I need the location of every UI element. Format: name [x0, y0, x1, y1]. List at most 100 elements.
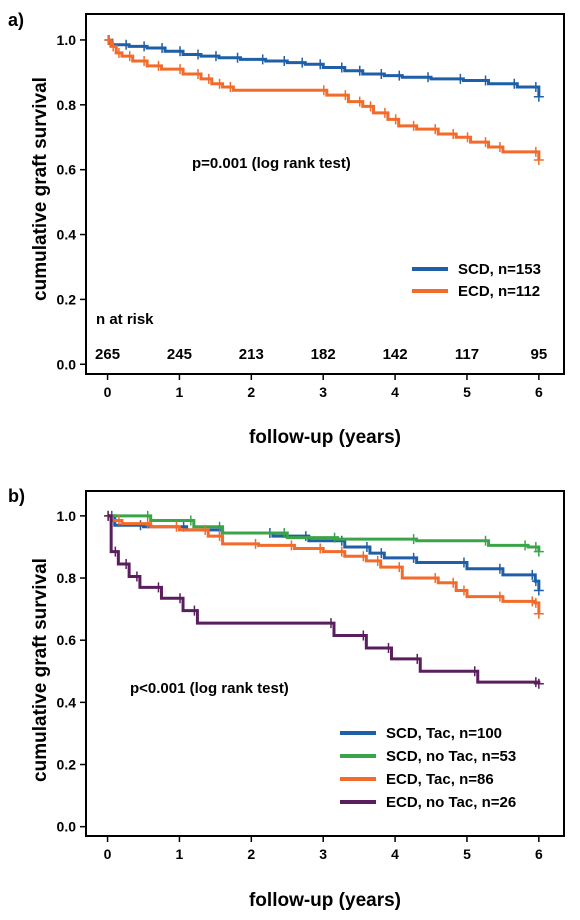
panel-b-censor-mark — [384, 642, 393, 653]
panel-a-censor-mark — [176, 46, 185, 57]
panel-a-x-tick-label: 0 — [104, 384, 112, 400]
panel-a-censor-mark — [341, 90, 350, 101]
panel-a-censor-mark — [194, 69, 203, 79]
panel-b-censor-mark — [186, 515, 195, 526]
panel-b-y-tick-label: 0.0 — [57, 819, 77, 835]
panel-b-censor-mark — [201, 524, 210, 535]
panel-a-censor-mark — [140, 41, 149, 52]
panel-b-legend-label-3: ECD, Tac, n=86 — [386, 771, 494, 788]
panel-a-censor-mark — [510, 78, 519, 89]
panel-a-y-tick-label: 0.0 — [57, 356, 77, 372]
panel-a-censor-mark — [533, 154, 544, 165]
panel-a-risk-count: 265 — [95, 346, 120, 363]
panel-a-censor-mark — [114, 47, 123, 58]
panel-b-censor-mark — [215, 531, 224, 542]
panel-b-censor-mark — [326, 618, 335, 629]
panel-a-plot-frame — [85, 13, 565, 375]
panel-a-censor-mark — [154, 60, 163, 71]
panel-a-censor-mark — [204, 73, 213, 84]
panel-b-legend-label-4: ECD, no Tac, n=26 — [386, 794, 516, 811]
panel-b-censor-mark — [114, 515, 123, 526]
panel-b-censor-mark — [132, 571, 141, 582]
panel-a-censor-mark — [391, 114, 400, 125]
panel-b-censor-mark — [533, 678, 544, 689]
panel-a-y-tick-label: 0.6 — [57, 162, 77, 178]
panel-a-risk-count: 213 — [239, 346, 264, 363]
panel-a-legend: SCD, n=153 ECD, n=112 — [412, 261, 541, 300]
panel-a-censor-mark — [495, 141, 504, 152]
panel-a-risk-count: 142 — [383, 346, 408, 363]
panel-b-censor-mark — [330, 532, 339, 543]
panel-a-censor-mark — [280, 56, 289, 67]
panel-a-x-tick-label: 5 — [463, 384, 471, 400]
panel-b-censor-mark — [521, 540, 530, 551]
panel-b-censor-mark — [337, 546, 346, 557]
panel-b-legend-label-1: SCD, Tac, n=100 — [386, 725, 502, 742]
panel-a-censor-mark — [431, 124, 440, 135]
panel-a-censor-mark — [316, 59, 325, 70]
panel-b: b) cumulative graft survival follow-up (… — [8, 486, 565, 911]
panel-b-censor-mark — [459, 557, 468, 568]
panel-b-censor-mark — [533, 546, 544, 557]
panel-a-censor-mark — [409, 120, 418, 131]
panel-a-y-tick-label: 0.2 — [57, 291, 77, 307]
panel-b-censor-mark — [528, 569, 537, 580]
panel-b-legend: SCD, Tac, n=100 SCD, no Tac, n=53 ECD, Tac… — [340, 725, 516, 811]
panel-b-censor-mark — [301, 531, 310, 542]
panel-a-y-tick-label: 0.8 — [57, 97, 77, 113]
panel-a-censor-mark — [531, 146, 540, 157]
panel-a-censor-mark — [424, 72, 433, 83]
panel-a-x-tick-label: 3 — [319, 384, 327, 400]
panel-b-y-tick-label: 0.6 — [57, 632, 77, 648]
panel-a-censor-mark — [355, 96, 364, 107]
panel-a-ticks: 0.0 0.2 0.4 0.6 0.8 1.0 0 1 2 3 4 5 6 — [57, 32, 543, 400]
panel-b-censor-mark — [359, 630, 368, 641]
panel-b-censor-mark — [136, 520, 145, 531]
panel-b-y-tick-label: 0.4 — [57, 694, 77, 710]
panel-a-censor-mark — [109, 41, 118, 52]
panel-a: a) cumulative graft survival follow-up (… — [8, 10, 565, 448]
panel-b-censor-mark — [409, 552, 418, 563]
panel-b-censor-mark — [395, 562, 404, 573]
panel-a-series — [104, 34, 544, 165]
panel-a-censor-mark — [463, 132, 472, 143]
panel-b-censor-mark — [528, 596, 537, 607]
panel-b-censor-mark — [377, 548, 386, 559]
panel-a-censor-mark — [125, 51, 134, 62]
panel-a-censor-mark — [456, 73, 465, 84]
panel-b-annotation: p<0.001 (log rank test) — [130, 680, 289, 697]
panel-a-censor-mark — [122, 39, 131, 50]
panel-b-x-axis-label: follow-up (years) — [249, 890, 401, 911]
panel-b-censor-mark — [337, 535, 346, 546]
panel-b-y-tick-label: 1.0 — [57, 508, 77, 524]
panel-b-censor-mark — [531, 597, 540, 608]
panel-b-censor-mark — [362, 541, 371, 552]
panel-b-label: b) — [8, 486, 25, 506]
panel-b-censor-mark — [431, 573, 440, 584]
panel-a-censor-mark — [194, 49, 203, 60]
panel-b-censor-mark — [531, 576, 540, 587]
panel-b-censor-mark — [190, 605, 199, 616]
panel-a-censor-mark — [531, 81, 540, 92]
panel-b-censor-mark — [287, 540, 296, 551]
panel-b-x-tick-label: 5 — [463, 846, 471, 862]
panel-b-censor-mark — [495, 591, 504, 602]
panel-b-x-tick-label: 6 — [535, 846, 543, 862]
panel-b-y-tick-label: 0.2 — [57, 757, 77, 773]
panel-a-censor-mark — [366, 101, 375, 112]
panel-b-censor-mark — [481, 535, 490, 546]
panel-a-risk-count: 95 — [530, 346, 547, 363]
panel-a-risk-title: n at risk — [96, 311, 154, 328]
panel-b-y-tick-label: 0.8 — [57, 570, 77, 586]
panel-a-series-line-2 — [107, 38, 541, 160]
panel-b-censor-mark — [111, 546, 120, 557]
panel-a-censor-mark — [226, 81, 235, 92]
panel-a-risk-count: 182 — [311, 346, 336, 363]
panel-b-censor-mark — [280, 527, 289, 538]
panel-b-x-tick-label: 0 — [104, 846, 112, 862]
panel-b-censor-mark — [409, 534, 418, 545]
panel-b-x-tick-label: 1 — [176, 846, 184, 862]
panel-a-censor-mark — [140, 56, 149, 67]
panel-a-censor-mark — [233, 52, 242, 63]
